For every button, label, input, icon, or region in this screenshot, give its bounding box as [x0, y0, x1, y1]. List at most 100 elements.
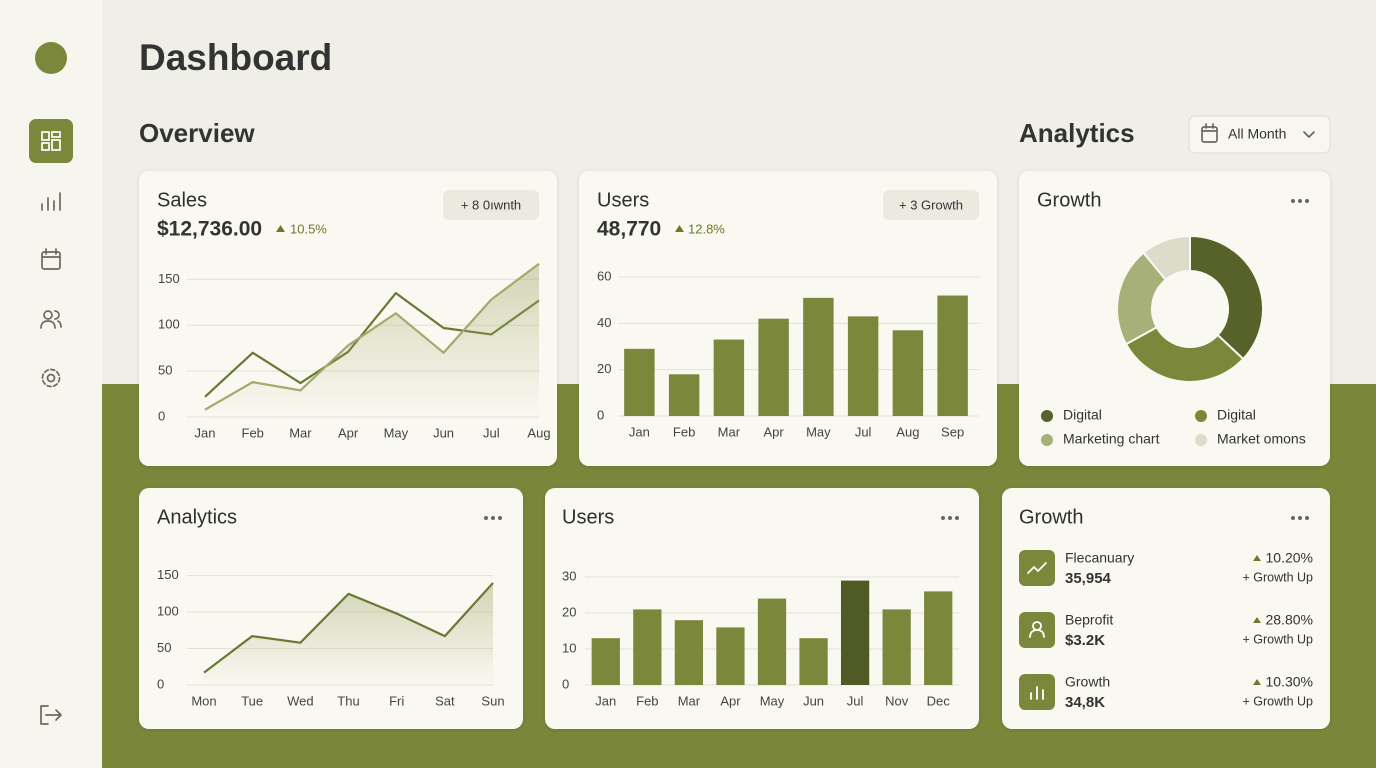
chevron	[1303, 131, 1315, 138]
page-title: Dashboard	[139, 37, 332, 78]
donut-segment	[1189, 234, 1264, 361]
y-tick-label: 50	[158, 363, 172, 378]
bar	[892, 330, 924, 416]
more-menu[interactable]	[484, 516, 502, 520]
bar	[668, 374, 700, 416]
dashboard-icon	[41, 131, 61, 151]
y-tick-label: 60	[597, 268, 611, 283]
more-menu[interactable]	[1291, 199, 1309, 203]
y-tick-label: 20	[597, 361, 611, 376]
legend-swatch	[1195, 434, 1207, 446]
legend-label: Digital	[1217, 407, 1256, 423]
donut-segment	[1124, 325, 1245, 383]
sidebar	[0, 0, 102, 768]
calendar-icon	[1201, 123, 1218, 143]
item-icon-glyph	[1029, 621, 1045, 638]
nav-settings[interactable]	[41, 368, 61, 388]
card-title: Growth	[1037, 189, 1101, 211]
y-tick-label: 10	[562, 640, 576, 655]
x-tick-label: Sun	[481, 693, 504, 708]
more-menu[interactable]	[941, 516, 959, 520]
legend-label: Marketing chart	[1063, 431, 1160, 447]
card-bg	[1019, 171, 1330, 466]
item-note: + Growth Up	[1242, 632, 1313, 646]
bar	[924, 591, 953, 685]
logo[interactable]	[35, 42, 67, 74]
badge[interactable]	[883, 190, 979, 220]
x-tick-label: Sat	[435, 693, 455, 708]
x-tick-label: Mar	[718, 424, 741, 439]
x-tick-label: Thu	[337, 693, 359, 708]
badge-label: + 3 Growth	[899, 197, 963, 212]
card-bg	[1002, 488, 1330, 729]
growth-card: Growth Digital Digital Marketing chart Mark…	[1019, 171, 1330, 466]
bar	[716, 627, 745, 685]
up-arrow	[1253, 617, 1261, 623]
item-value: 35,954	[1065, 570, 1112, 587]
item-icon-glyph	[1030, 686, 1044, 700]
x-tick-label: Dec	[927, 693, 951, 708]
dropdown-label: All Month	[1228, 126, 1286, 142]
bar	[758, 318, 789, 416]
x-tick-label: Fri	[389, 693, 404, 708]
x-tick-label: Feb	[636, 693, 658, 708]
up-arrow	[1253, 679, 1261, 685]
bar	[713, 339, 745, 416]
nav-users[interactable]	[40, 310, 62, 329]
item-change: 28.80%	[1266, 612, 1313, 628]
y-tick-label: 150	[158, 271, 180, 286]
x-tick-label: Jul	[855, 424, 872, 439]
badge[interactable]	[443, 190, 539, 220]
dropdown-box[interactable]	[1188, 115, 1331, 154]
area	[204, 582, 493, 685]
area	[205, 263, 539, 417]
bar	[674, 620, 704, 685]
x-tick-label: Jul	[483, 425, 500, 440]
item-change: 10.20%	[1266, 550, 1313, 566]
item-label: Flecanuary	[1065, 550, 1134, 566]
x-tick-label: Jun	[803, 693, 824, 708]
card-title: Users	[562, 506, 614, 528]
x-tick-label: Jan	[629, 424, 650, 439]
nav-dashboard[interactable]	[29, 119, 73, 163]
card-title: Growth	[1019, 506, 1083, 528]
bar	[757, 598, 787, 685]
bar	[803, 297, 834, 416]
filter-dropdown[interactable]: All Month	[1188, 115, 1331, 154]
x-tick-label: Jan	[195, 425, 216, 440]
item-note: + Growth Up	[1242, 694, 1313, 708]
more-menu[interactable]	[1291, 516, 1309, 520]
y-tick-label: 30	[562, 568, 576, 583]
legend-label: Market omons	[1217, 431, 1306, 447]
card-value: $12,736.00	[157, 218, 262, 241]
x-tick-label: Apr	[338, 425, 359, 440]
nav-stats[interactable]	[41, 192, 61, 211]
analytics-card: Analytics 0 50 100 150 Mon Tue Wed Thu Fri Sat Sun	[139, 488, 523, 729]
x-tick-label: May	[760, 693, 785, 708]
x-tick-label: Mar	[678, 693, 701, 708]
x-tick-label: Apr	[764, 424, 785, 439]
card-title: Analytics	[157, 506, 237, 528]
y-tick-label: 50	[157, 640, 171, 655]
card-title: Sales	[157, 189, 207, 211]
x-tick-label: Tue	[241, 693, 263, 708]
x-tick-label: Feb	[242, 425, 264, 440]
card-change: 12.8%	[688, 221, 725, 236]
nav-calendar[interactable]	[41, 248, 61, 270]
growth-list-card: Growth Flecanuary 35,954 10.20% + Growth Up…	[1002, 488, 1330, 729]
bar	[840, 580, 870, 685]
up-arrow	[1253, 555, 1261, 561]
logout[interactable]	[40, 705, 62, 725]
y-tick-label: 100	[157, 604, 179, 619]
legend-swatch	[1041, 410, 1053, 422]
up-arrow	[276, 225, 285, 232]
y-tick-label: 40	[597, 315, 611, 330]
x-tick-label: May	[806, 424, 831, 439]
bar	[799, 638, 828, 685]
bar	[882, 609, 911, 685]
sidebar-bg	[0, 0, 102, 768]
donut-segment	[1142, 234, 1191, 282]
line	[204, 262, 540, 411]
card-change: 10.5%	[290, 221, 327, 236]
